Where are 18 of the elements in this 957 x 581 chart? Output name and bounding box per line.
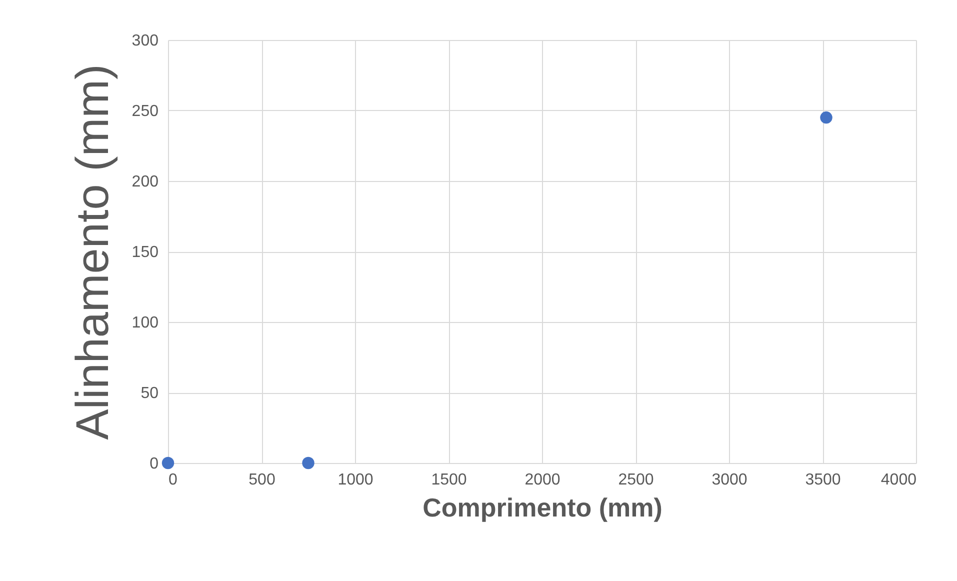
x-tick-label: 2000 xyxy=(524,472,560,488)
x-tick-label: 500 xyxy=(248,472,276,488)
y-tick-label: 150 xyxy=(132,244,159,261)
x-tick-label: 3500 xyxy=(805,472,841,488)
y-tick-label: 200 xyxy=(132,174,159,190)
x-tick-label: 4000 xyxy=(880,472,917,488)
x-tick-label: 2500 xyxy=(618,472,654,488)
x-axis-title: Comprimento (mm) xyxy=(422,492,662,522)
y-tick-label: 250 xyxy=(132,103,159,120)
x-tick-label: 1000 xyxy=(338,472,374,488)
x-tick-label: 0 xyxy=(168,472,178,488)
y-tick-label: 0 xyxy=(150,456,159,472)
y-tick-label: 300 xyxy=(132,32,159,50)
y-tick-label: 100 xyxy=(132,314,159,332)
y-tick-label: 50 xyxy=(140,385,159,402)
y-axis-title: Alinhamento (mm) xyxy=(66,64,118,440)
x-tick-label: 1500 xyxy=(431,472,467,488)
x-tick-label: 3000 xyxy=(712,472,748,488)
